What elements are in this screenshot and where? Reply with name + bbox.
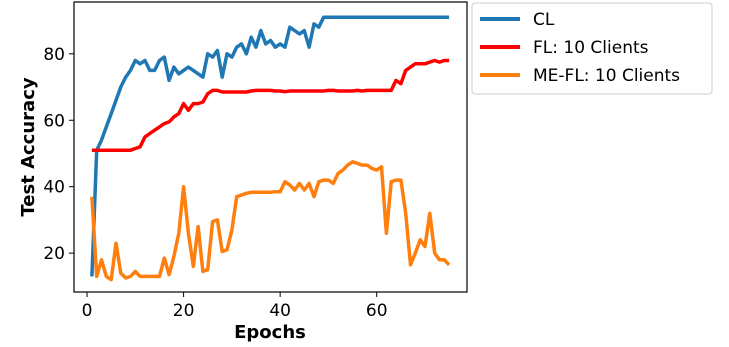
legend-frame: [471, 2, 713, 95]
x-tick-label: 0: [82, 301, 93, 321]
legend: CL FL: 10 Clients ME-FL: 10 Clients: [471, 2, 713, 95]
x-tick-label: 60: [366, 301, 388, 321]
x-tick-label: 40: [269, 301, 291, 321]
y-axis-ticks: 20 40 60 80: [43, 45, 74, 264]
series-line-me-fl-10-clients: [90, 160, 451, 282]
y-axis-label: Test Accuracy: [18, 77, 39, 216]
y-tick-label: 20: [43, 244, 65, 264]
legend-label-fl: FL: 10 Clients: [533, 38, 649, 58]
series-line-cl: [90, 15, 450, 277]
legend-label-cl: CL: [533, 10, 555, 30]
series-line-fl-10-clients: [91, 58, 450, 152]
y-tick-label: 60: [43, 111, 65, 131]
plot-frame: [73, 1, 468, 293]
x-axis-label: Epochs: [234, 322, 306, 343]
x-axis-ticks: 0 20 40 60: [82, 292, 388, 321]
x-tick-label: 20: [173, 301, 195, 321]
legend-label-me-fl: ME-FL: 10 Clients: [533, 66, 680, 86]
y-tick-label: 40: [43, 178, 65, 198]
y-tick-label: 80: [43, 45, 65, 65]
plot-lines: [90, 15, 451, 282]
